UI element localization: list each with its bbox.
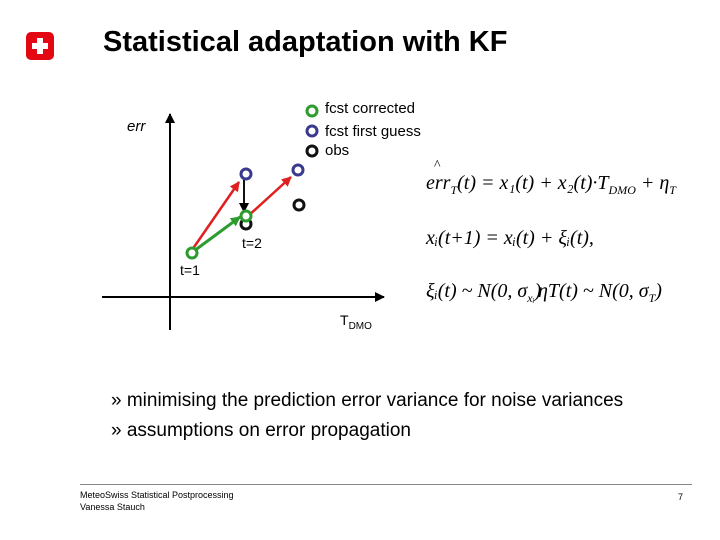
y-axis-label: err xyxy=(127,118,146,135)
forecast-arrow-1 xyxy=(190,181,241,251)
t1-label: t=1 xyxy=(180,262,200,278)
point-corrected-t2 xyxy=(239,209,253,223)
legend-label-corrected: fcst corrected xyxy=(325,100,416,117)
footer-divider xyxy=(80,484,692,485)
equation-noise-obs: ηT(t) ~ N(0, σT) xyxy=(538,280,662,305)
legend-label-first-guess: fcst first guess xyxy=(325,123,421,140)
equation-noise-state: ξᵢ(t) ~ N(0, σxᵢ) xyxy=(426,280,542,305)
point-first-guess-t1 xyxy=(239,167,253,181)
equation-observation: ^ errT(t) = x₁(t) + x₂(t)·TDMO + ηT xyxy=(426,158,676,197)
bullet-2: » assumptions on error propagation xyxy=(111,420,411,441)
legend-marker-obs xyxy=(305,144,319,158)
equation-state: xᵢ(t+1) = xᵢ(t) + ξᵢ(t), xyxy=(426,227,594,249)
legend-marker-corrected xyxy=(305,104,319,118)
bullet-1: » minimising the prediction error varian… xyxy=(111,390,624,411)
point-first-guess-t2 xyxy=(291,163,305,177)
page-title: Statistical adaptation with KF xyxy=(103,26,508,58)
x-axis-label: TDMO xyxy=(340,312,372,332)
update-arrow xyxy=(193,215,241,253)
page-number: 7 xyxy=(678,492,684,502)
swiss-cross-icon xyxy=(26,32,54,60)
point-corrected-t1 xyxy=(185,246,199,260)
forecast-arrow-2 xyxy=(246,176,292,218)
t2-label: t=2 xyxy=(242,235,262,251)
legend-marker-first-guess xyxy=(305,124,319,138)
point-obs-t2 xyxy=(292,198,306,212)
footer-line-2: Vanessa Stauch xyxy=(80,502,145,512)
footer-line-1: MeteoSwiss Statistical Postprocessing xyxy=(80,490,234,500)
legend-label-obs: obs xyxy=(325,142,350,159)
